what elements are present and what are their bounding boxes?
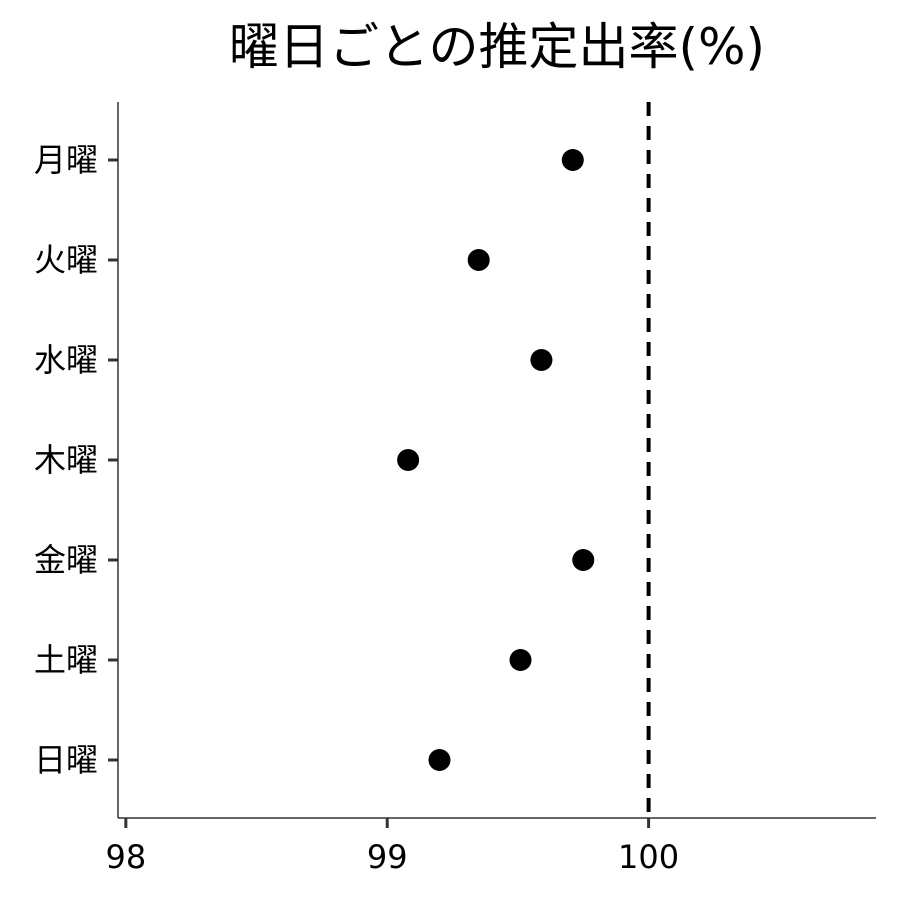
points-layer [397,149,595,771]
y-tick-label: 水曜 [34,341,98,379]
x-tick-label: 99 [367,838,408,876]
data-point [530,349,553,371]
data-point [428,749,451,771]
x-tick-label: 100 [618,838,679,876]
y-tick-label: 金曜 [34,541,98,579]
y-tick-label: 日曜 [34,741,98,779]
data-point [509,649,532,671]
data-point [561,149,584,171]
data-point [467,249,490,271]
data-point [572,549,595,571]
x-tick-label: 98 [105,838,146,876]
y-tick-label: 木曜 [34,441,98,479]
data-point [397,449,420,471]
y-tick-label: 月曜 [34,141,98,179]
y-tick-label: 土曜 [34,641,98,679]
y-tick-label: 火曜 [34,241,98,279]
chart-title: 曜日ごとの推定出率(%) [229,18,765,76]
